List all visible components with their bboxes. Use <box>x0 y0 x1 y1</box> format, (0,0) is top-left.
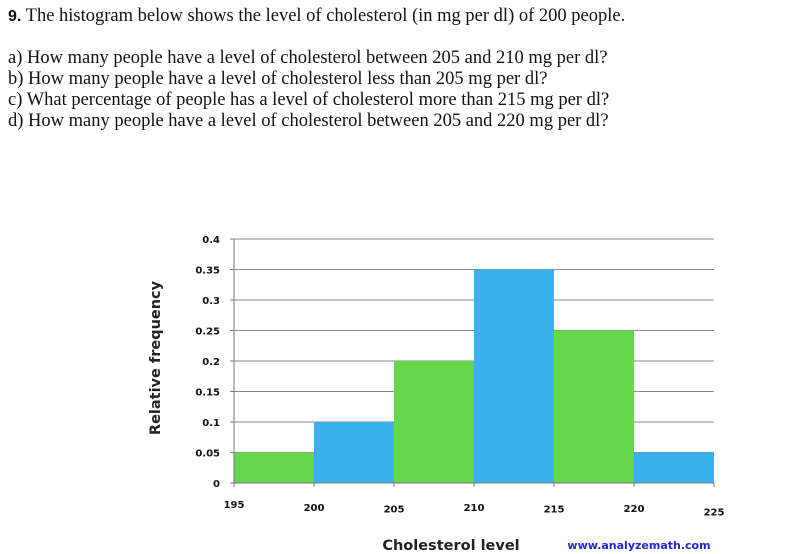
x-tick-label: 225 <box>704 508 725 519</box>
x-tick-label: 215 <box>544 505 565 516</box>
y-axis-label: Relative frequency <box>148 280 164 435</box>
part-a: a) How many people have a level of chole… <box>8 48 608 68</box>
problem-statement: 9. The histogram below shows the level o… <box>8 6 625 27</box>
histogram-bar <box>554 330 634 483</box>
part-d: d) How many people have a level of chole… <box>8 111 609 131</box>
x-tick-label: 205 <box>384 505 405 516</box>
y-tick-label: 0.4 <box>202 235 220 246</box>
y-tick-label: 0.3 <box>202 296 220 307</box>
histogram-bar <box>474 269 554 483</box>
y-tick-label: 0.15 <box>195 388 220 399</box>
y-tick-label: 0.35 <box>195 266 220 277</box>
histogram-bar <box>394 361 474 483</box>
problem-number: 9. <box>8 8 22 25</box>
y-tick-label: 0.1 <box>202 418 220 429</box>
y-tick-label: 0.25 <box>195 327 220 338</box>
part-c: c) What percentage of people has a level… <box>8 90 610 110</box>
x-tick-label: 195 <box>224 500 245 511</box>
x-axis-label: Cholesterol level <box>382 538 519 554</box>
x-tick-label: 210 <box>464 503 485 514</box>
source-watermark: www.analyzemath.com <box>567 539 710 552</box>
y-tick-label: 0.05 <box>195 449 220 460</box>
histogram-bar <box>314 422 394 483</box>
statement-text: The histogram below shows the level of c… <box>25 6 626 26</box>
histogram-bar <box>234 452 314 483</box>
histogram-bar <box>634 452 714 483</box>
y-tick-label: 0 <box>213 479 220 490</box>
y-tick-label: 0.2 <box>202 357 220 368</box>
x-tick-label: 220 <box>624 504 645 515</box>
x-tick-label: 200 <box>304 503 325 514</box>
part-b: b) How many people have a level of chole… <box>8 69 548 89</box>
